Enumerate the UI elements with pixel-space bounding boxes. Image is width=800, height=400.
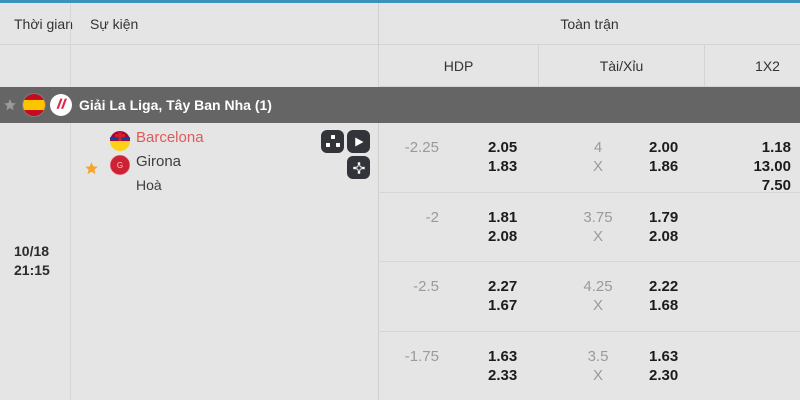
svg-text:G: G — [117, 161, 123, 170]
